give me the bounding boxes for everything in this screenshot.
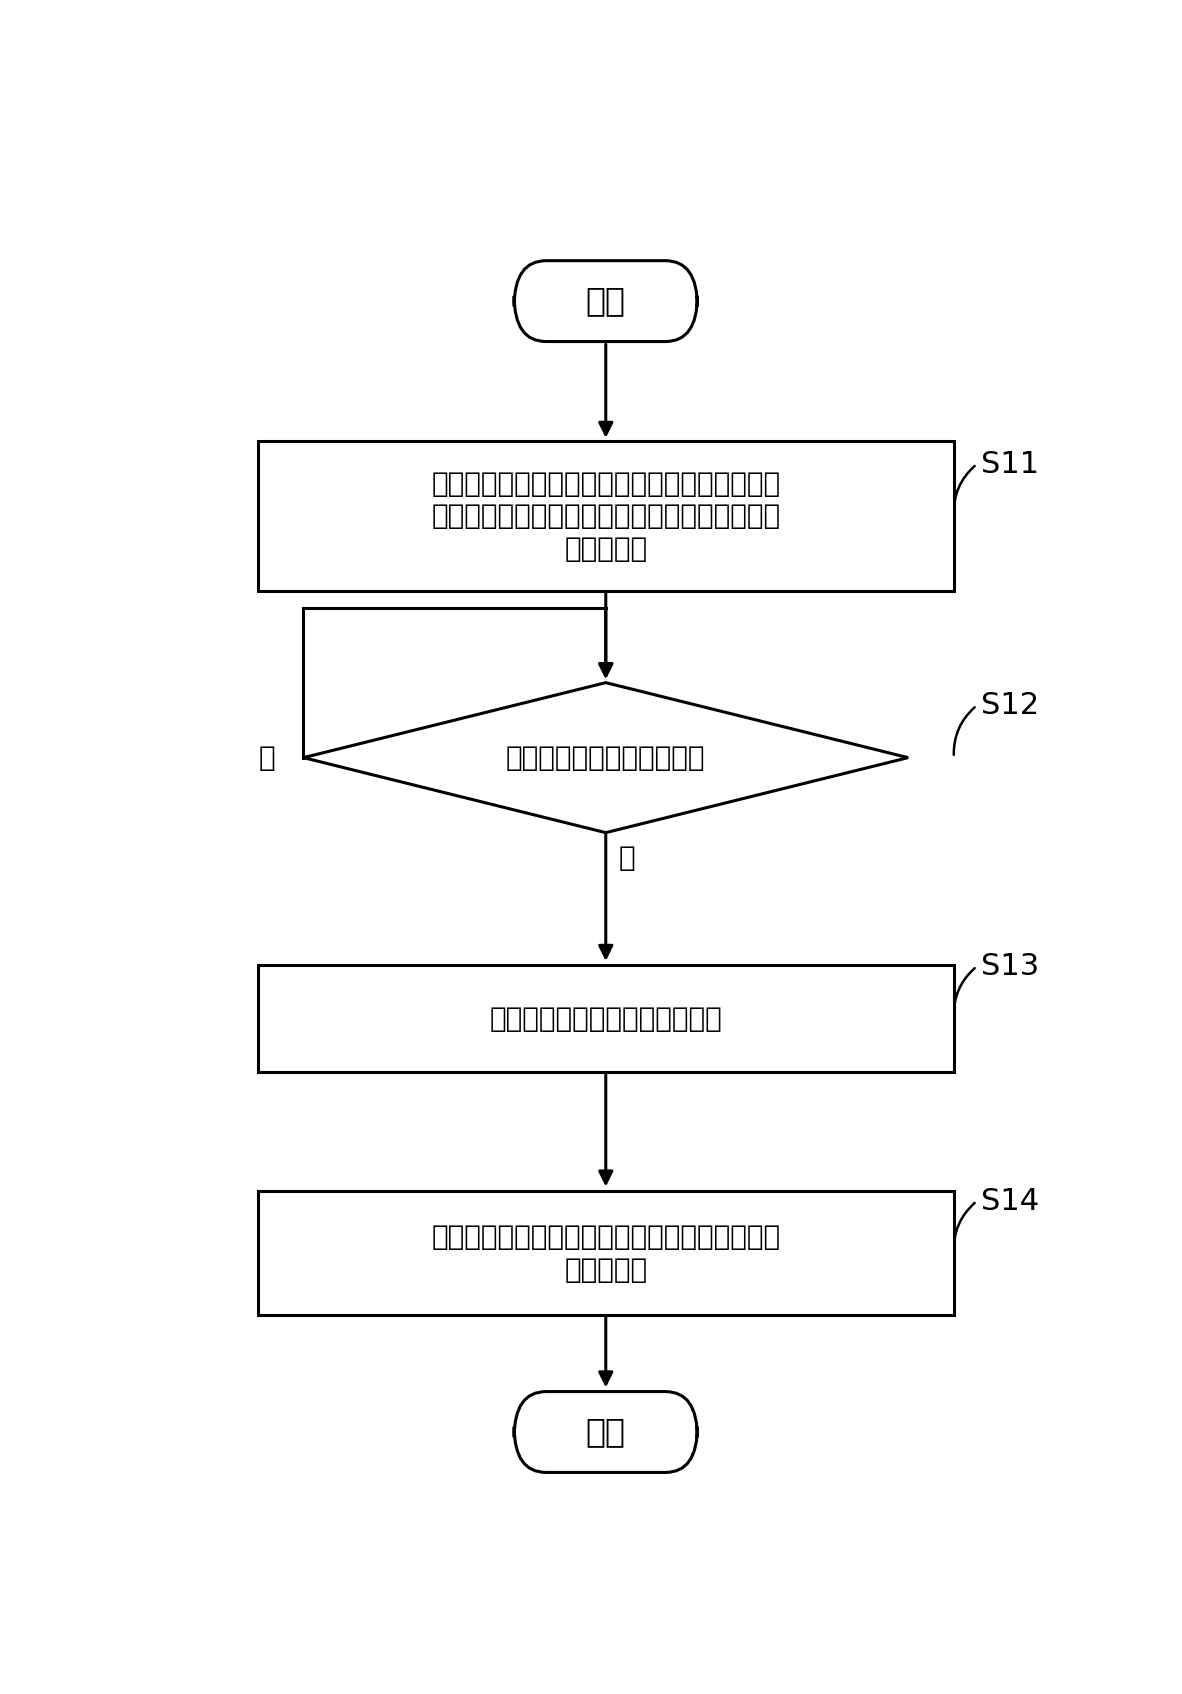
Text: 接收到选择框移动的指令？: 接收到选择框移动的指令？ [506,744,706,772]
Bar [258,1191,954,1315]
Text: S14: S14 [981,1186,1039,1216]
Bar [258,442,954,591]
Text: 结束: 结束 [586,1416,625,1448]
FancyBboxPatch shape [514,1391,697,1472]
Text: 是: 是 [618,844,635,872]
Text: 在第一显示区域显示第一心电图波形，在第二显
示区域显示第二心电图波形，并在第二显示区域
显示选择框: 在第一显示区域显示第一心电图波形，在第二显 示区域显示第二心电图波形，并在第二显… [431,469,780,562]
Text: S13: S13 [981,952,1040,981]
Text: S12: S12 [981,691,1039,720]
Text: 开始: 开始 [586,285,625,317]
Text: 将选择框内的第二心电图波形放大后显示在第一
显示区域内: 将选择框内的第二心电图波形放大后显示在第一 显示区域内 [431,1223,780,1284]
Polygon shape [304,683,908,833]
Text: 否: 否 [259,744,275,772]
Text: S11: S11 [981,449,1039,479]
Bar [258,966,954,1072]
FancyBboxPatch shape [514,261,697,342]
Text: 获取选择框内的第二心电图波形: 获取选择框内的第二心电图波形 [489,1005,722,1033]
